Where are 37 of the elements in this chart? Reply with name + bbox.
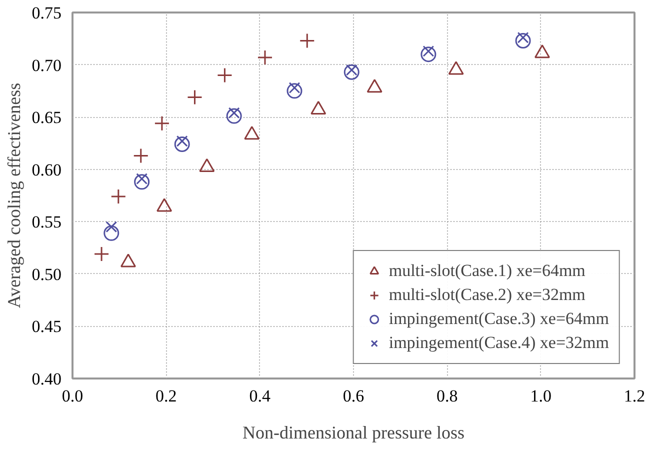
- point: [110, 188, 126, 204]
- y-tick-label: 0.45: [32, 317, 62, 336]
- x-tick-label: 0.0: [62, 386, 84, 406]
- point: [104, 225, 120, 241]
- legend-label: multi-slot(Case.2) xe=32mm: [388, 285, 586, 305]
- point: [216, 67, 232, 83]
- point: [344, 64, 360, 80]
- y-tick-label: 0.65: [32, 108, 62, 128]
- legend-label: impingement(Case.4) xe=32mm: [388, 333, 609, 353]
- point: [515, 33, 531, 48]
- legend-label: multi-slot(Case.1) xe=64mm: [388, 261, 586, 281]
- point: [420, 46, 436, 62]
- point: [226, 108, 242, 124]
- x-tick-label: 0.4: [249, 386, 271, 406]
- point: [174, 136, 190, 152]
- x-tick-label: 1.2: [624, 386, 646, 406]
- x-tick-label: 0.8: [436, 386, 458, 406]
- point: [94, 246, 110, 262]
- x-tick-label: 1.0: [530, 386, 552, 406]
- legend-label: impingement(Case.3) xe=64mm: [388, 309, 609, 329]
- point: [133, 148, 149, 164]
- x-tick-label: 0.2: [156, 386, 177, 406]
- point: [186, 89, 202, 105]
- point: [154, 116, 170, 132]
- y-tick-label: 0.40: [32, 370, 62, 388]
- x-axis-title: Non-dimensional pressure loss: [242, 422, 464, 442]
- point: [257, 50, 273, 66]
- point: [299, 32, 315, 48]
- y-tick-label: 0.55: [32, 212, 62, 232]
- point: [286, 83, 302, 99]
- y-tick-label: 0.60: [32, 160, 62, 180]
- y-tick-label: 0.70: [32, 56, 62, 75]
- y-tick-label: 0.75: [32, 4, 62, 22]
- point: [134, 174, 150, 190]
- x-tick-label: 0.6: [342, 386, 364, 406]
- y-axis-title: Averaged cooling effectiveness: [4, 82, 24, 308]
- y-tick-label: 0.50: [32, 264, 62, 284]
